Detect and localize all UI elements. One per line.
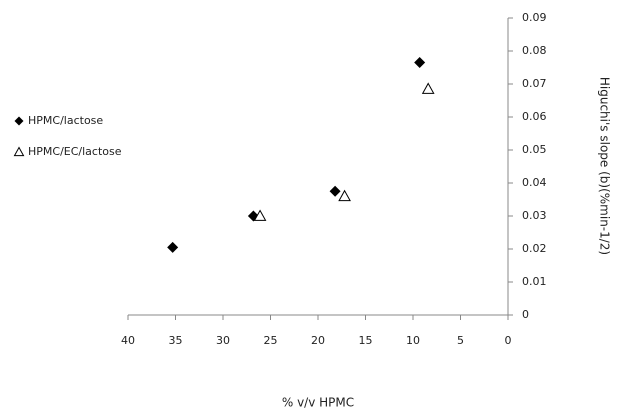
x-tick-label: 0	[505, 334, 512, 347]
y-axis-title: Higuchi's slope (b)(%min-1/2)	[598, 77, 612, 255]
x-tick-label: 10	[406, 334, 420, 347]
y-tick-label: 0.06	[522, 110, 547, 123]
y-tick-label: 0.07	[522, 77, 547, 90]
legend-label: HPMC/lactose	[28, 114, 103, 127]
y-tick-label: 0.05	[522, 143, 547, 156]
x-tick-label: 25	[264, 334, 278, 347]
x-tick-label: 30	[216, 334, 230, 347]
point	[253, 209, 267, 221]
point	[329, 185, 341, 197]
y-tick-label: 0	[522, 308, 529, 321]
legend-label: HPMC/EC/lactose	[28, 145, 122, 158]
point	[421, 82, 435, 94]
x-tick-label: 20	[311, 334, 325, 347]
legend-marker	[13, 146, 25, 157]
legend-marker	[14, 116, 24, 126]
point	[338, 189, 351, 202]
y-tick-label: 0.03	[522, 209, 547, 222]
point	[167, 241, 179, 253]
x-tick-label: 40	[121, 334, 135, 347]
y-tick-label: 0.09	[522, 11, 547, 24]
y-tick-label: 0.04	[522, 176, 547, 189]
point	[414, 57, 426, 69]
y-tick-label: 0.02	[522, 242, 547, 255]
y-tick-label: 0.01	[522, 275, 547, 288]
x-tick-label: 5	[457, 334, 464, 347]
x-axis-title: % v/v HPMC	[282, 396, 354, 410]
x-tick-label: 15	[359, 334, 373, 347]
x-tick-label: 35	[169, 334, 183, 347]
y-tick-label: 0.08	[522, 44, 547, 57]
